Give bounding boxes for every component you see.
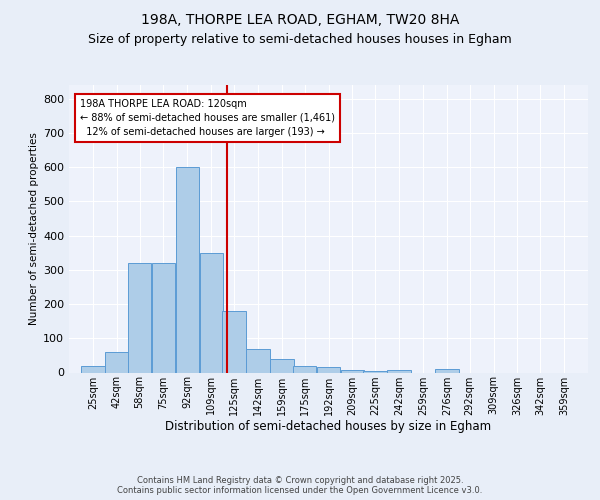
Bar [81,366,105,372]
Text: Size of property relative to semi-detached houses houses in Egham: Size of property relative to semi-detach… [88,32,512,46]
Y-axis label: Number of semi-detached properties: Number of semi-detached properties [29,132,39,325]
Text: 198A THORPE LEA ROAD: 120sqm
← 88% of semi-detached houses are smaller (1,461)
 : 198A THORPE LEA ROAD: 120sqm ← 88% of se… [80,98,335,136]
Text: Contains HM Land Registry data © Crown copyright and database right 2025.
Contai: Contains HM Land Registry data © Crown c… [118,476,482,495]
Text: 198A, THORPE LEA ROAD, EGHAM, TW20 8HA: 198A, THORPE LEA ROAD, EGHAM, TW20 8HA [141,12,459,26]
Bar [341,370,364,372]
Bar [152,263,175,372]
Bar [270,359,294,372]
Bar [176,167,199,372]
Bar [293,366,316,372]
Bar [222,311,246,372]
Bar [200,252,223,372]
Bar [317,368,340,372]
Bar [363,371,387,372]
Bar [128,263,151,372]
Bar [246,348,270,372]
X-axis label: Distribution of semi-detached houses by size in Egham: Distribution of semi-detached houses by … [166,420,491,434]
Bar [387,370,411,372]
Bar [435,369,459,372]
Bar [105,352,129,372]
